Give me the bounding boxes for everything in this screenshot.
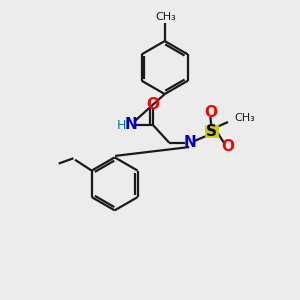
Text: O: O	[146, 97, 159, 112]
Text: N: N	[183, 135, 196, 150]
Text: CH₃: CH₃	[155, 12, 176, 22]
Text: N: N	[124, 118, 137, 133]
Text: H: H	[117, 119, 126, 132]
Text: S: S	[206, 124, 217, 139]
Text: O: O	[221, 139, 235, 154]
Bar	[206, 126, 218, 137]
Text: O: O	[204, 104, 217, 119]
Text: CH₃: CH₃	[235, 112, 255, 123]
